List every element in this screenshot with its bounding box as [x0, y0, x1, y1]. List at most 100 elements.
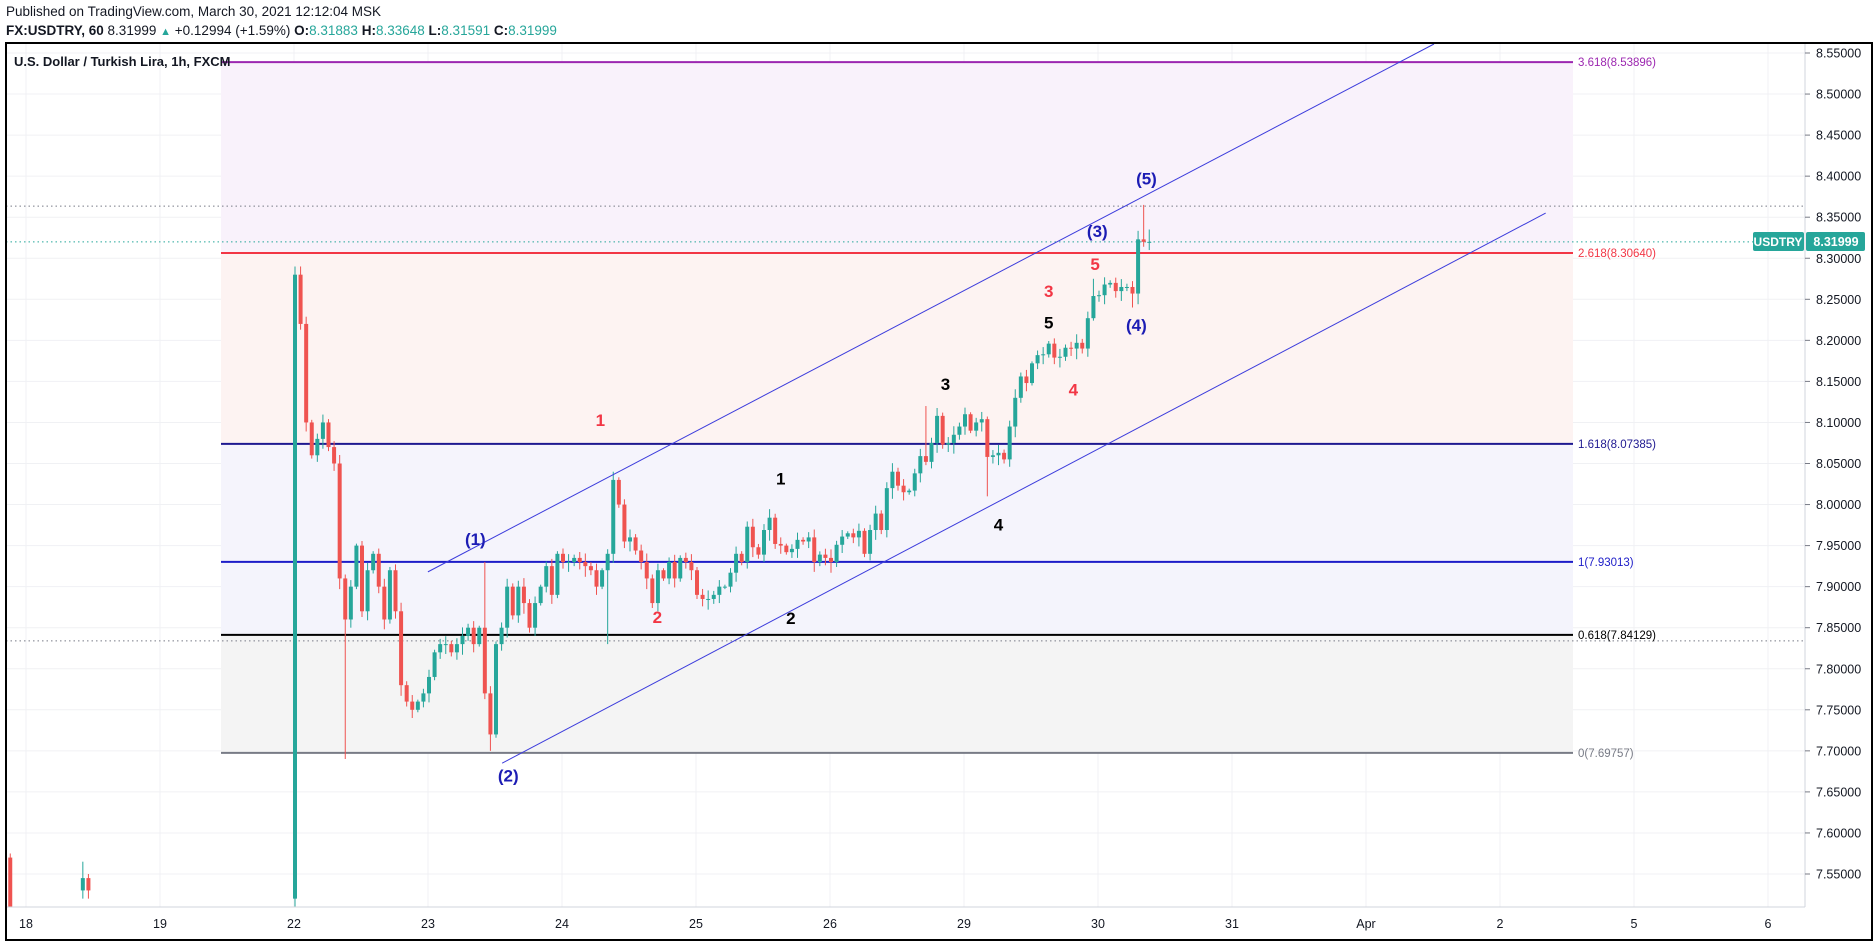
price-axis-bg[interactable] [1805, 43, 1872, 940]
candle-body [404, 685, 409, 702]
wave-label: (3) [1087, 222, 1108, 241]
candle-body [1035, 355, 1040, 364]
y-tick-label: 7.80000 [1816, 662, 1861, 676]
x-tick-label: 19 [153, 917, 167, 931]
candle-body [521, 586, 526, 604]
candle-body [376, 553, 381, 587]
candles [8, 204, 1152, 907]
candle-body [868, 530, 873, 554]
candle-body [421, 693, 426, 702]
price-axis[interactable]: 8.55000 8.50000 8.45000 8.40000 8.35000 8.300… [1805, 47, 1861, 882]
candle-body [594, 570, 599, 587]
candle-body [762, 530, 766, 555]
candle-body [784, 545, 789, 553]
candle-body [683, 557, 688, 563]
candle-body [622, 504, 627, 542]
candle-body [1147, 241, 1152, 243]
candle-body [605, 553, 610, 571]
candle-body [667, 562, 672, 579]
candle-body [923, 456, 928, 462]
candle-body [767, 517, 772, 531]
y-tick-label: 8.30000 [1816, 252, 1861, 266]
candle-body [840, 536, 845, 545]
chart-header: Published on TradingView.com, March 30, … [6, 2, 557, 42]
y-tick-label: 8.25000 [1816, 293, 1861, 307]
candle-body [343, 578, 348, 620]
candle-body [1069, 347, 1074, 349]
fib-label: 2.618(8.30640) [1578, 248, 1656, 260]
open-value: 8.31883 [309, 23, 358, 38]
current-price-badge: USDTRY 8.31999 [1753, 232, 1865, 251]
candle-body [1097, 295, 1101, 297]
wave-label: (4) [1126, 316, 1147, 335]
candle-body [940, 415, 945, 445]
candle-body [410, 701, 415, 710]
y-tick-label: 7.60000 [1816, 826, 1861, 840]
x-tick-label: 25 [689, 917, 703, 931]
candle-body [577, 557, 582, 563]
x-tick-label: 23 [421, 917, 435, 931]
x-tick-label: 26 [823, 917, 837, 931]
y-tick-label: 7.90000 [1816, 580, 1861, 594]
y-tick-label: 8.50000 [1816, 88, 1861, 102]
time-axis[interactable]: 18 19 22 23 24 25 26 29 30 31 Apr 2 5 6 [19, 917, 1771, 931]
candle-body [538, 586, 543, 604]
candle-body [1091, 296, 1096, 319]
y-tick-label: 8.05000 [1816, 457, 1861, 471]
candle-body [722, 586, 727, 588]
badge-price-bg [1806, 232, 1865, 251]
last-price: 8.31999 [107, 23, 157, 38]
channel-line-lower [501, 212, 1546, 764]
candle-body [1018, 376, 1023, 398]
candle-body [600, 570, 605, 587]
x-tick-label: 24 [555, 917, 569, 931]
y-tick-label: 8.35000 [1816, 211, 1861, 225]
price-dotted-lines [6, 205, 1805, 642]
y-tick-label: 8.10000 [1816, 416, 1861, 430]
fib-label: 1.618(8.07385) [1578, 439, 1656, 451]
low-value: 8.31591 [441, 23, 491, 38]
candle-body [711, 594, 716, 599]
chart-frame [5, 42, 1873, 941]
candle-body [549, 566, 554, 595]
candle-body [918, 456, 923, 474]
symbol-interval: FX:USDTRY, 60 [6, 23, 104, 38]
candle-body [695, 570, 699, 595]
x-tick-label: 2 [1497, 917, 1504, 931]
candle-body [365, 570, 370, 612]
candle-body [1024, 376, 1029, 384]
candle-body [879, 513, 884, 531]
candle-body [516, 586, 521, 616]
trend-channel[interactable] [427, 43, 1546, 764]
candle-body [829, 557, 833, 563]
y-tick-label: 7.75000 [1816, 703, 1861, 717]
candle-body [466, 627, 471, 636]
wave-label: 2 [653, 608, 662, 627]
candle-body [856, 530, 861, 538]
wave-label: 2 [786, 609, 795, 628]
badge-symbol: USDTRY [1754, 235, 1803, 249]
candle-body [382, 586, 387, 620]
candle-body [1052, 343, 1057, 358]
y-tick-label: 8.55000 [1816, 47, 1861, 61]
x-tick-label: 22 [287, 917, 301, 931]
fib-levels: 3.618(8.53896) 2.618(8.30640) 1.618(8.0738… [221, 57, 1656, 760]
wave-label: 5 [1090, 255, 1099, 274]
candle-body [315, 438, 320, 456]
y-tick-label: 8.20000 [1816, 334, 1861, 348]
fib-zone [221, 443, 1573, 562]
candle-body [527, 603, 532, 628]
candle-body [717, 586, 722, 595]
candle-body [644, 562, 649, 579]
price-change: +0.12994 (+1.59%) [174, 23, 291, 38]
candle-body [901, 485, 906, 493]
chart-title: U.S. Dollar / Turkish Lira, 1h, FXCM [14, 54, 230, 69]
candle-body [505, 586, 510, 628]
candle-body [734, 553, 739, 573]
time-axis-bg[interactable] [6, 907, 1805, 940]
x-tick-label: 29 [957, 917, 971, 931]
candle-body [354, 545, 359, 587]
candle-body [438, 644, 443, 653]
candle-body [555, 553, 560, 595]
